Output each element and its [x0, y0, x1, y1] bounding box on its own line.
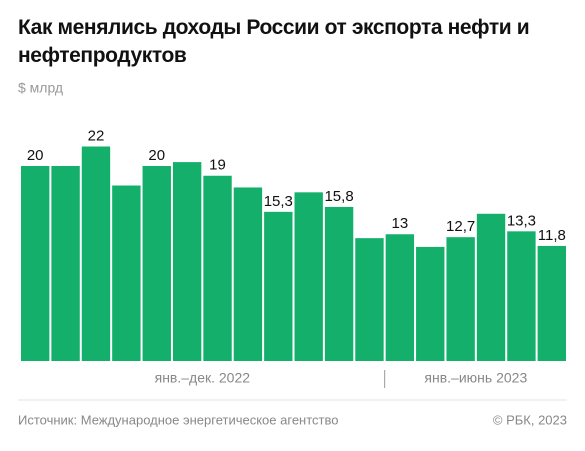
bar: [507, 231, 536, 361]
group-label: янв.–дек. 2022: [155, 370, 251, 386]
bar: [51, 166, 80, 361]
group-label: янв.–июнь 2023: [424, 370, 527, 386]
data-label: 15,3: [264, 193, 293, 210]
bar: [446, 237, 475, 361]
data-label: 11,8: [538, 227, 566, 244]
bar: [172, 162, 202, 361]
bar: [355, 238, 384, 361]
bar: [203, 175, 232, 361]
data-label: 15,8: [324, 188, 353, 205]
bar: [142, 166, 171, 361]
data-label: 20: [27, 147, 44, 164]
bar: [81, 146, 111, 361]
bar: [385, 234, 415, 361]
data-label: 12,7: [446, 218, 475, 235]
bar: [294, 192, 323, 361]
bar: [416, 246, 445, 361]
credit: © РБК, 2023: [493, 412, 567, 427]
bar: [112, 185, 141, 361]
bar: [21, 166, 50, 361]
bar: [264, 211, 293, 361]
subtitle: $ млрд: [18, 80, 63, 96]
data-label: 13: [392, 215, 409, 232]
bar: [537, 245, 566, 361]
bar: [233, 187, 263, 361]
source: Источник: Международное энергетическое а…: [18, 412, 338, 427]
data-label: 22: [88, 127, 105, 144]
bar: [324, 206, 354, 361]
chart-title: Как менялись доходы России от экспорта н…: [18, 16, 530, 67]
data-label: 19: [209, 157, 226, 174]
data-label: 20: [148, 147, 165, 164]
bar: [476, 213, 506, 361]
data-label: 13,3: [507, 212, 536, 229]
